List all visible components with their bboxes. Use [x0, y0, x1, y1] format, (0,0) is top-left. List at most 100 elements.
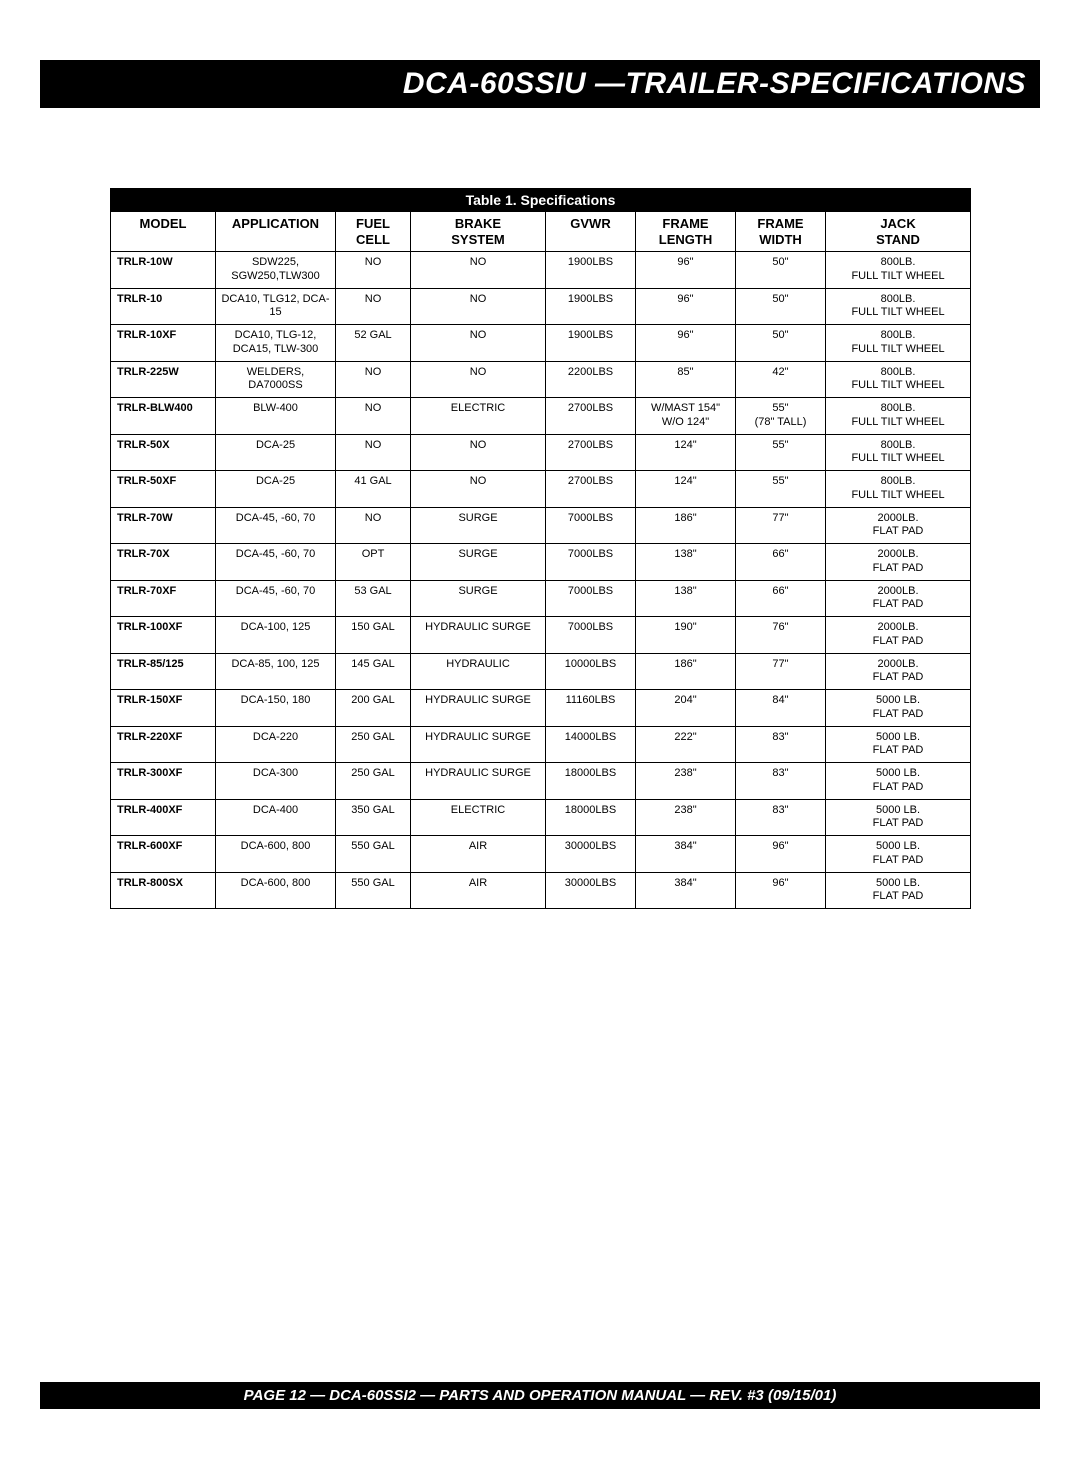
- data-cell: 2700LBS: [546, 398, 636, 435]
- table-row: TRLR-50XFDCA-2541 GALNO2700LBS124"55"800…: [111, 471, 971, 508]
- model-cell: TRLR-225W: [111, 361, 216, 398]
- table-row: TRLR-70XFDCA-45, -60, 7053 GALSURGE7000L…: [111, 580, 971, 617]
- data-cell: NO: [411, 252, 546, 289]
- data-cell: 30000LBS: [546, 872, 636, 909]
- data-cell: 384": [636, 872, 736, 909]
- table-row: TRLR-800SXDCA-600, 800550 GALAIR30000LBS…: [111, 872, 971, 909]
- data-cell: 150 GAL: [336, 617, 411, 654]
- data-cell: NO: [336, 361, 411, 398]
- data-cell: WELDERS, DA7000SS: [216, 361, 336, 398]
- data-cell: 5000 LB.FLAT PAD: [826, 836, 971, 873]
- data-cell: 550 GAL: [336, 836, 411, 873]
- data-cell: DCA-600, 800: [216, 836, 336, 873]
- data-cell: 77": [736, 653, 826, 690]
- data-cell: 190": [636, 617, 736, 654]
- data-cell: 7000LBS: [546, 544, 636, 581]
- data-cell: 138": [636, 580, 736, 617]
- table-row: TRLR-70XDCA-45, -60, 70OPTSURGE7000LBS13…: [111, 544, 971, 581]
- model-cell: TRLR-100XF: [111, 617, 216, 654]
- page-title: DCA-60SSIU —TRAILER-SPECIFICATIONS: [403, 67, 1026, 100]
- spec-table-col-header: FRAMELENGTH: [636, 212, 736, 252]
- data-cell: 2000LB.FLAT PAD: [826, 617, 971, 654]
- table-row: TRLR-85/125DCA-85, 100, 125145 GALHYDRAU…: [111, 653, 971, 690]
- data-cell: DCA-600, 800: [216, 872, 336, 909]
- data-cell: DCA-25: [216, 471, 336, 508]
- data-cell: 1900LBS: [546, 252, 636, 289]
- table-row: TRLR-10WSDW225, SGW250,TLW300NONO1900LBS…: [111, 252, 971, 289]
- table-row: TRLR-70WDCA-45, -60, 70NOSURGE7000LBS186…: [111, 507, 971, 544]
- model-cell: TRLR-70XF: [111, 580, 216, 617]
- spec-table-col-header: JACKSTAND: [826, 212, 971, 252]
- table-row: TRLR-10DCA10, TLG12, DCA-15NONO1900LBS96…: [111, 288, 971, 325]
- data-cell: 55": [736, 471, 826, 508]
- table-row: TRLR-220XFDCA-220250 GALHYDRAULIC SURGE1…: [111, 726, 971, 763]
- data-cell: 138": [636, 544, 736, 581]
- data-cell: 85": [636, 361, 736, 398]
- data-cell: 96": [636, 325, 736, 362]
- data-cell: 800LB.FULL TILT WHEEL: [826, 434, 971, 471]
- data-cell: 55": [736, 434, 826, 471]
- data-cell: 5000 LB.FLAT PAD: [826, 872, 971, 909]
- data-cell: ELECTRIC: [411, 799, 546, 836]
- data-cell: 238": [636, 799, 736, 836]
- data-cell: 800LB.FULL TILT WHEEL: [826, 325, 971, 362]
- model-cell: TRLR-800SX: [111, 872, 216, 909]
- model-cell: TRLR-10: [111, 288, 216, 325]
- data-cell: NO: [411, 288, 546, 325]
- model-cell: TRLR-300XF: [111, 763, 216, 800]
- data-cell: NO: [336, 288, 411, 325]
- data-cell: 124": [636, 471, 736, 508]
- data-cell: NO: [411, 434, 546, 471]
- model-cell: TRLR-220XF: [111, 726, 216, 763]
- data-cell: 55"(78" TALL): [736, 398, 826, 435]
- table-row: TRLR-400XFDCA-400350 GALELECTRIC18000LBS…: [111, 799, 971, 836]
- data-cell: DCA-25: [216, 434, 336, 471]
- model-cell: TRLR-70W: [111, 507, 216, 544]
- data-cell: AIR: [411, 836, 546, 873]
- data-cell: 7000LBS: [546, 580, 636, 617]
- data-cell: 250 GAL: [336, 763, 411, 800]
- spec-table-title-row: Table 1. Specifications: [111, 189, 971, 212]
- page-footer-bar: PAGE 12 — DCA-60SSI2 — PARTS AND OPERATI…: [40, 1382, 1040, 1409]
- data-cell: DCA-400: [216, 799, 336, 836]
- data-cell: OPT: [336, 544, 411, 581]
- data-cell: HYDRAULIC: [411, 653, 546, 690]
- data-cell: 96": [736, 836, 826, 873]
- page-title-bar: DCA-60SSIU —TRAILER-SPECIFICATIONS: [40, 60, 1040, 108]
- data-cell: 1900LBS: [546, 288, 636, 325]
- data-cell: NO: [336, 252, 411, 289]
- data-cell: 204": [636, 690, 736, 727]
- model-cell: TRLR-10W: [111, 252, 216, 289]
- data-cell: 350 GAL: [336, 799, 411, 836]
- data-cell: 52 GAL: [336, 325, 411, 362]
- model-cell: TRLR-70X: [111, 544, 216, 581]
- spec-table-wrap: Table 1. Specifications MODELAPPLICATION…: [110, 188, 970, 909]
- data-cell: SURGE: [411, 544, 546, 581]
- data-cell: 186": [636, 507, 736, 544]
- data-cell: 41 GAL: [336, 471, 411, 508]
- data-cell: DCA-150, 180: [216, 690, 336, 727]
- data-cell: DCA10, TLG-12, DCA15, TLW-300: [216, 325, 336, 362]
- data-cell: ELECTRIC: [411, 398, 546, 435]
- data-cell: 800LB.FULL TILT WHEEL: [826, 288, 971, 325]
- data-cell: HYDRAULIC SURGE: [411, 763, 546, 800]
- data-cell: 5000 LB.FLAT PAD: [826, 763, 971, 800]
- model-cell: TRLR-85/125: [111, 653, 216, 690]
- data-cell: 10000LBS: [546, 653, 636, 690]
- data-cell: SURGE: [411, 580, 546, 617]
- data-cell: HYDRAULIC SURGE: [411, 726, 546, 763]
- data-cell: 7000LBS: [546, 617, 636, 654]
- page-content: DCA-60SSIU —TRAILER-SPECIFICATIONS Table…: [40, 60, 1040, 909]
- data-cell: 2000LB.FLAT PAD: [826, 580, 971, 617]
- data-cell: 18000LBS: [546, 763, 636, 800]
- spec-table: Table 1. Specifications MODELAPPLICATION…: [110, 188, 971, 909]
- data-cell: DCA-45, -60, 70: [216, 544, 336, 581]
- data-cell: 76": [736, 617, 826, 654]
- table-row: TRLR-BLW400BLW-400NOELECTRIC2700LBSW/MAS…: [111, 398, 971, 435]
- data-cell: DCA-220: [216, 726, 336, 763]
- data-cell: 83": [736, 799, 826, 836]
- data-cell: 2000LB.FLAT PAD: [826, 507, 971, 544]
- data-cell: 50": [736, 288, 826, 325]
- data-cell: 50": [736, 325, 826, 362]
- data-cell: 200 GAL: [336, 690, 411, 727]
